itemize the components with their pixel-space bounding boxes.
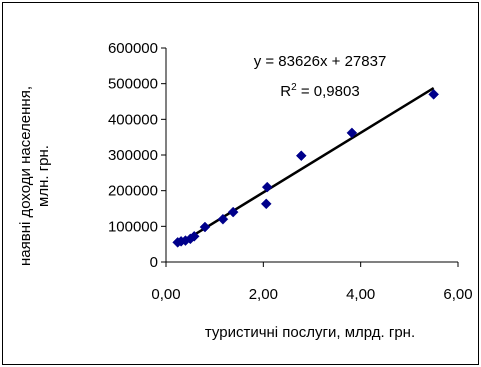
data-point — [295, 150, 307, 162]
x-tick-label: 4,00 — [346, 286, 375, 303]
y-tick-label: 0 — [150, 254, 158, 271]
x-tick-label: 0,00 — [151, 286, 180, 303]
data-points — [172, 89, 440, 248]
trendline-equation: y = 83626x + 27837 — [254, 53, 387, 70]
y-tick-label: 600000 — [108, 40, 158, 57]
data-point — [428, 89, 440, 100]
tick-labels: 0 100000 200000 300000 400000 500000 600000 0,0… — [108, 40, 473, 303]
y-tick-label: 200000 — [108, 183, 158, 200]
x-tick-label: 2,00 — [249, 286, 278, 303]
y-tick-label: 100000 — [108, 218, 158, 235]
data-point — [227, 206, 239, 218]
y-tick-label: 500000 — [108, 76, 158, 93]
trendline-group — [177, 86, 435, 246]
x-axis-label: туристичні послуги, млрд. грн. — [205, 324, 415, 341]
data-point — [261, 181, 273, 193]
data-point — [188, 230, 200, 242]
y-tick-label: 300000 — [108, 147, 158, 164]
data-point — [199, 221, 211, 233]
x-tick-label: 6,00 — [443, 286, 472, 303]
data-point — [260, 198, 272, 210]
y-axis-label-line2: млн. грн. — [35, 145, 52, 207]
r-squared-label: R2 = 0,9803 — [280, 82, 359, 100]
data-point — [346, 127, 358, 139]
data-point — [217, 213, 229, 225]
trendline — [177, 86, 435, 246]
y-tick-label: 400000 — [108, 111, 158, 128]
y-axis-label-line1: наявні доходи населення, — [17, 86, 34, 266]
axes — [161, 47, 459, 267]
